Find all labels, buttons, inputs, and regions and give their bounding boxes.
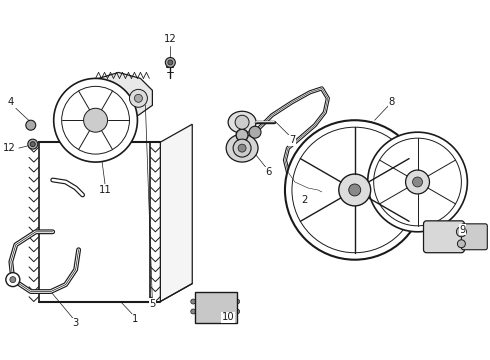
Circle shape [129, 89, 147, 107]
Text: 4: 4 [8, 97, 14, 107]
Circle shape [10, 276, 16, 283]
Circle shape [457, 240, 465, 248]
Circle shape [249, 126, 261, 138]
Text: 9: 9 [459, 225, 466, 235]
Text: 11: 11 [99, 185, 112, 195]
Text: 7: 7 [289, 135, 295, 145]
Text: 12: 12 [2, 143, 15, 153]
Text: 3: 3 [73, 319, 79, 328]
Bar [39, 142, 150, 302]
Text: 12: 12 [164, 33, 177, 44]
FancyBboxPatch shape [462, 224, 488, 250]
Circle shape [413, 177, 422, 187]
Text: 10: 10 [222, 312, 234, 323]
Circle shape [339, 174, 371, 206]
Circle shape [84, 108, 107, 132]
Circle shape [374, 138, 462, 226]
Polygon shape [160, 124, 192, 302]
Text: 12: 12 [3, 144, 15, 153]
Bar [195, 292, 237, 323]
Circle shape [6, 273, 20, 287]
FancyBboxPatch shape [423, 221, 465, 253]
Circle shape [368, 132, 467, 232]
Circle shape [285, 120, 424, 260]
Text: 8: 8 [389, 97, 395, 107]
Circle shape [233, 139, 251, 157]
Circle shape [235, 299, 240, 304]
Text: 1: 1 [132, 314, 139, 324]
Text: 6: 6 [265, 167, 271, 177]
Circle shape [26, 120, 36, 130]
Circle shape [238, 144, 246, 152]
Text: 5: 5 [149, 298, 155, 309]
Text: 2: 2 [302, 195, 308, 205]
Ellipse shape [228, 111, 256, 133]
Circle shape [54, 78, 137, 162]
Circle shape [168, 60, 173, 65]
Circle shape [456, 227, 466, 237]
Circle shape [165, 58, 175, 67]
Circle shape [292, 127, 417, 253]
Circle shape [191, 309, 196, 314]
Circle shape [236, 129, 248, 141]
Circle shape [349, 184, 361, 196]
Polygon shape [86, 72, 152, 120]
Circle shape [30, 141, 35, 147]
Ellipse shape [226, 134, 258, 162]
Circle shape [28, 139, 38, 149]
Circle shape [235, 115, 249, 129]
Circle shape [62, 86, 129, 154]
Text: 4: 4 [8, 97, 14, 107]
Circle shape [191, 299, 196, 304]
Circle shape [235, 309, 240, 314]
Text: 12: 12 [164, 33, 176, 44]
Circle shape [406, 170, 430, 194]
Circle shape [134, 94, 143, 102]
